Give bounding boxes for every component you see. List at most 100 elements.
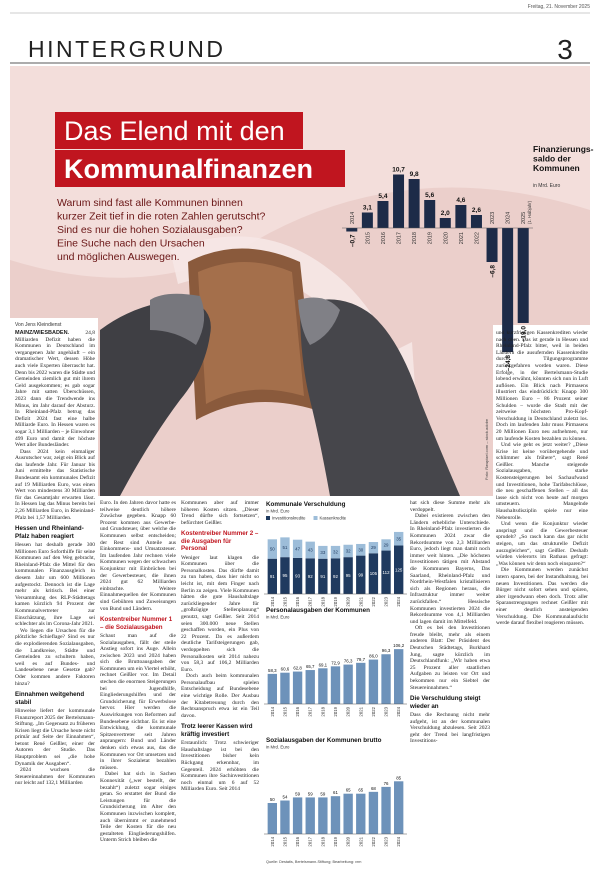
subhead: Kostentreiber Nummer 1 – die Sozialausga… — [100, 616, 173, 631]
bar-label: 92 — [308, 574, 313, 579]
left-hand — [100, 300, 211, 496]
chart-title: Kommunale Verschuldung — [266, 501, 346, 508]
year-label: 2020 — [346, 596, 351, 606]
bar-label: 96,3 — [382, 648, 391, 653]
paragraph-text: Doch auch beim kommunalen Personalaufbau… — [181, 673, 259, 719]
bar-segment — [280, 557, 290, 594]
bar-segment — [292, 539, 303, 558]
bar — [343, 793, 353, 834]
year-label: 2015 — [282, 706, 287, 716]
bar — [502, 228, 514, 352]
bar-segment — [356, 555, 366, 594]
year-label: 2020 — [443, 232, 449, 244]
chart-title: saldo der — [533, 154, 571, 164]
subhead: Trotz leerer Kassen wird kräftig investi… — [181, 723, 253, 738]
bar-segment — [368, 553, 379, 594]
bar-label: 50 — [270, 797, 275, 802]
bar-label: 65 — [358, 788, 363, 793]
bar-label: 10,7 — [392, 167, 405, 174]
column-background — [10, 318, 98, 496]
text-column: Euro. In den Jahren davor hatte es teilw… — [100, 500, 176, 864]
year-label: 2017 — [308, 706, 313, 716]
author: Von Jens Kleindienst — [15, 322, 62, 328]
bar — [292, 671, 303, 704]
year-label: 2022 — [371, 836, 376, 846]
year-label: 2024 — [396, 706, 401, 716]
bar-label: 30 — [358, 547, 363, 552]
right-fingers — [298, 297, 340, 345]
year-label: 2014 — [270, 596, 275, 606]
bar-label: 54 — [283, 795, 288, 800]
paragraph: Doch auch beim kommunalen Personalaufbau… — [181, 673, 259, 719]
paragraph: hat sich diese Summe mehr als verdoppelt… — [410, 500, 490, 513]
bar — [368, 791, 379, 834]
bar-segment — [267, 558, 277, 594]
bar-label: 59 — [295, 791, 300, 796]
bar-segment — [394, 531, 404, 546]
year-label: 2015 — [282, 836, 287, 846]
bar-label: –19,0 — [521, 326, 528, 343]
deck-line: kurzer Zeit tief in die roten Zahlen ger… — [57, 211, 266, 223]
year-label: 2018 — [412, 232, 418, 244]
chart-title: Sozialausgaben der Kommunen brutto — [266, 737, 382, 744]
paragraph: Hessen hat deshalb gerade 300 Millionen … — [15, 542, 95, 628]
bar-label: 79,7 — [356, 657, 365, 662]
bar-label: 125 — [395, 567, 403, 572]
bar — [267, 673, 277, 704]
year-label: 2016 — [295, 836, 300, 846]
bar — [267, 803, 277, 834]
year-label: 2016 — [381, 232, 387, 244]
legend-swatch — [313, 516, 318, 520]
bar-label: 92 — [333, 574, 338, 579]
year-label: 2022 — [474, 232, 480, 244]
photo-credit: Foto: Rawpixel.com – stock.adobe — [484, 418, 489, 480]
bar-label: 85 — [396, 775, 401, 780]
year-label: 2015 — [365, 232, 371, 244]
year-label: 2014 — [270, 836, 275, 846]
headline: Kommunalfinanzen — [64, 154, 313, 184]
page-number: 3 — [557, 34, 573, 65]
paragraph-text: Dass die Rechnung nicht mehr aufgeht, is… — [410, 712, 490, 745]
paragraph-text: 2024 wuchsen die Steuereinnahmen der Kom… — [15, 767, 95, 787]
column-background — [493, 325, 590, 496]
bar — [368, 659, 379, 704]
text-column: MAINZ/WIESBADEN. 24,8 Milliarden Defizit… — [15, 330, 95, 864]
bar-label: –6,8 — [490, 265, 497, 278]
year-label: 2017 — [308, 596, 313, 606]
paragraph-text: Weniger laut klagen die Kommunen über di… — [181, 554, 259, 673]
year-label: 2019 — [333, 596, 338, 606]
bar-segment — [356, 543, 366, 556]
bar — [394, 781, 404, 834]
year-label: 2024 — [396, 836, 401, 846]
bar-label: 47 — [295, 546, 300, 551]
year-label: 2017 — [397, 232, 403, 244]
year-label: 2017 — [308, 836, 313, 846]
paragraph: Dass 2024 kein einmaliger Ausrutscher wa… — [15, 449, 95, 522]
deck-line: Warum sind fast alle Kommunen binnen — [57, 197, 243, 209]
bar — [305, 797, 315, 834]
bar-segment — [318, 545, 328, 559]
bar-label: 43 — [308, 548, 313, 553]
bar-label: 62,8 — [293, 666, 302, 671]
bar-segment — [394, 545, 404, 594]
dateline: MAINZ/WIESBADEN. — [15, 330, 70, 336]
bar-label: –24,8 — [505, 355, 512, 372]
bar — [470, 215, 482, 228]
paragraph-text: Dabei hat sich in Sachen Konnexität („we… — [100, 771, 176, 844]
paragraph: Erstaunlich: Trotz schwieriger Haushalts… — [181, 740, 259, 793]
bar-label: –0,7 — [349, 234, 356, 247]
bar — [318, 668, 328, 704]
bar-label: 33 — [320, 550, 325, 555]
subhead: Hessen und Rheinland-Pfalz haben reagier… — [15, 525, 84, 540]
year-label: 2018 — [320, 706, 325, 716]
deck-line: Sind es nur die hohen Sozialausgaben? — [57, 224, 243, 236]
bar — [330, 666, 341, 704]
deck-line: und möglichen Auswegen. — [57, 251, 180, 263]
paragraph-text: 24,8 Milliarden Defizit haben die Kommun… — [15, 330, 95, 449]
paragraph: Und wie geht es jetzt weiter? „Diese Kri… — [496, 442, 588, 521]
date: Freitag, 21. November 2025 — [528, 4, 590, 10]
bar-segment — [381, 539, 391, 551]
bar-label: 91 — [320, 574, 325, 579]
